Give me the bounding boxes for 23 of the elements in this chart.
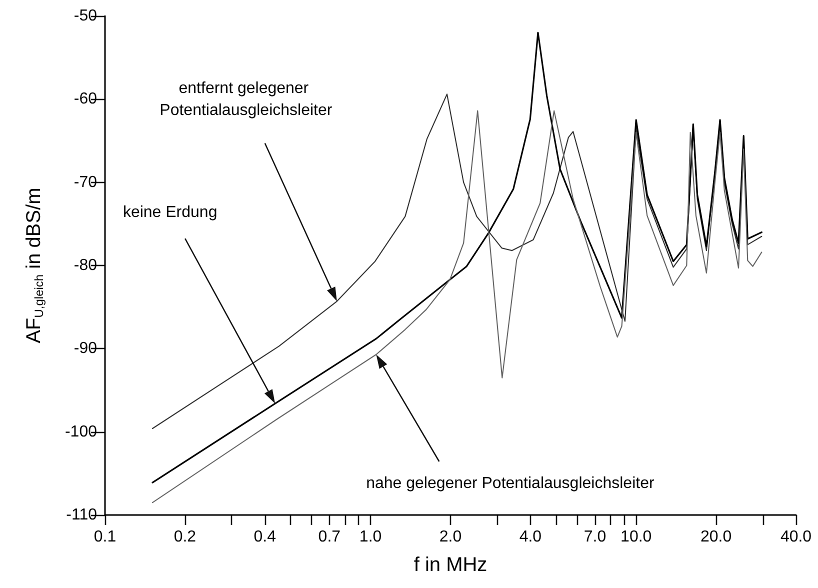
y-tick-label: -50 — [74, 8, 98, 24]
x-tick-label: 20.0 — [700, 528, 732, 546]
y-tick-label: -90 — [74, 340, 98, 358]
x-tick-label: 0.2 — [174, 528, 196, 546]
x-tick-label: 0.7 — [318, 528, 341, 546]
x-tick-label: 10.0 — [620, 528, 652, 546]
x-tick-label: 1.0 — [359, 528, 382, 546]
y-tick-label: -110 — [66, 506, 98, 524]
x-tick-label: 40.0 — [780, 528, 812, 546]
y-tick-label: -70 — [74, 174, 98, 191]
y-tick-label: -60 — [74, 90, 98, 108]
y-axis-title: AFU,gleich in dBS/m — [23, 188, 46, 344]
x-tick-label: 7.0 — [584, 528, 606, 546]
x-tick-label: 0.1 — [94, 528, 116, 546]
annotation: nahe gelegener Potentialausgleichsleiter — [366, 474, 655, 492]
y-tick-label: -80 — [74, 257, 98, 274]
annotation: entfernt gelegener Potentialausgleichsleiter — [160, 80, 333, 119]
x-tick-label: 4.0 — [519, 528, 542, 546]
annotation: keine Erdung — [122, 204, 218, 222]
x-tick-label: 2.0 — [439, 528, 462, 546]
x-tick-label: 0.4 — [254, 528, 276, 546]
y-tick-label: -100 — [64, 423, 98, 440]
x-axis-title: f in MHz — [414, 554, 488, 576]
